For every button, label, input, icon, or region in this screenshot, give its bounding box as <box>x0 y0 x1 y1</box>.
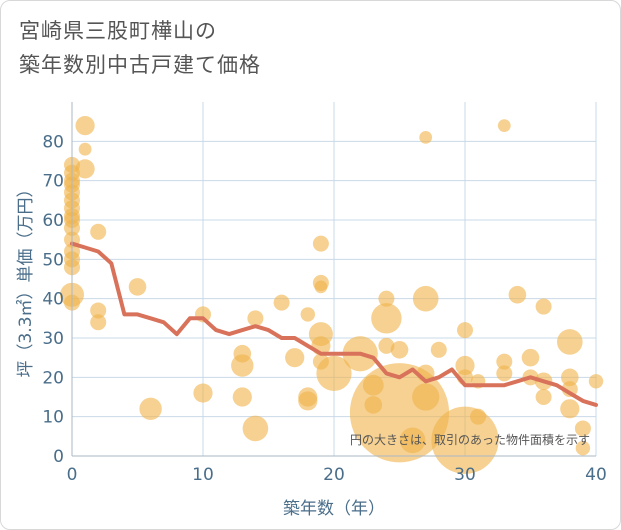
data-bubble <box>496 365 513 382</box>
data-bubble <box>419 131 433 144</box>
data-bubble <box>314 280 328 294</box>
x-tick-label: 0 <box>67 465 78 485</box>
data-bubble <box>298 391 318 411</box>
data-bubble <box>378 337 395 354</box>
data-bubble <box>90 314 107 331</box>
data-bubble <box>378 290 395 307</box>
data-bubble <box>78 142 92 156</box>
data-bubble <box>412 383 440 411</box>
data-bubble <box>285 348 305 368</box>
data-bubble <box>193 383 213 403</box>
data-bubble <box>457 322 473 339</box>
chart-title-line2: 築年数別中古戸建て価格 <box>19 53 261 77</box>
data-bubble <box>242 415 269 442</box>
data-bubble <box>232 387 252 407</box>
data-bubble <box>508 285 527 304</box>
data-bubble <box>535 298 552 315</box>
data-bubble <box>139 397 162 420</box>
data-bubble <box>75 159 95 179</box>
x-axis-title: 築年数（年） <box>283 499 385 519</box>
y-tick-label: 20 <box>42 368 64 388</box>
data-bubble <box>557 329 583 355</box>
y-tick-label: 40 <box>42 290 64 310</box>
x-tick-label: 40 <box>585 465 607 485</box>
data-bubble <box>90 302 107 319</box>
data-bubble <box>430 341 447 358</box>
data-bubble <box>496 353 513 370</box>
y-tick-label: 50 <box>42 250 64 270</box>
data-bubble <box>521 348 540 367</box>
data-bubble <box>90 223 107 240</box>
data-bubble <box>470 408 487 425</box>
data-bubble <box>574 420 591 437</box>
data-bubble <box>575 440 591 456</box>
x-tick-label: 10 <box>192 465 214 485</box>
data-bubble <box>561 381 578 398</box>
data-bubble <box>412 285 439 312</box>
data-bubble <box>312 353 329 370</box>
chart-title: 宮崎県三股町樺山の 築年数別中古戸建て価格 <box>19 14 261 82</box>
chart-title-line1: 宮崎県三股町樺山の <box>19 19 217 43</box>
data-bubble <box>455 355 475 376</box>
y-tick-label: 30 <box>42 329 64 349</box>
data-bubble <box>399 427 426 454</box>
bubble-size-note: 円の大きさは、取引のあった物件面積を示す <box>350 432 590 447</box>
data-bubble <box>561 368 579 387</box>
data-bubble <box>247 310 264 327</box>
y-tick-label: 60 <box>42 211 64 231</box>
data-bubble <box>75 116 95 136</box>
data-bubble <box>560 399 580 419</box>
y-tick-label: 0 <box>53 447 64 467</box>
data-bubble <box>390 341 409 359</box>
data-bubble <box>362 374 384 396</box>
data-bubble <box>497 119 511 132</box>
x-tick-label: 20 <box>323 465 345 485</box>
data-bubble <box>588 374 604 389</box>
data-bubble <box>535 389 552 405</box>
data-bubble <box>128 278 147 296</box>
average-price-line <box>70 241 598 407</box>
y-tick-label: 80 <box>42 132 64 152</box>
data-bubble <box>273 294 290 311</box>
data-bubble <box>364 396 383 414</box>
y-axis-title: 坪（3.3㎡）単価（万円） <box>16 180 36 377</box>
y-tick-label: 70 <box>42 172 64 192</box>
y-tick-label: 10 <box>42 408 64 428</box>
x-tick-label: 30 <box>454 465 476 485</box>
data-bubble <box>312 235 329 252</box>
data-bubble <box>300 307 315 322</box>
data-bubble <box>233 344 252 363</box>
data-bubble <box>371 303 402 334</box>
